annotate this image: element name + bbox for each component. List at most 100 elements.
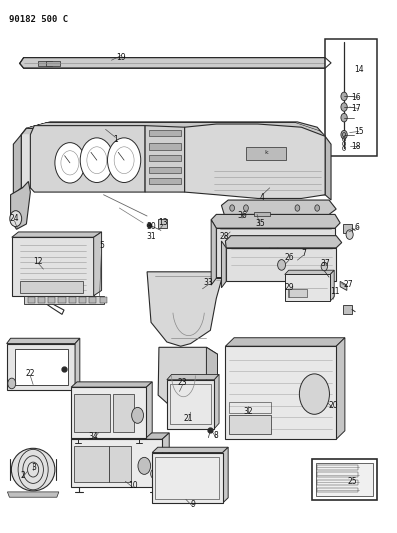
Circle shape: [230, 205, 235, 211]
Text: 2: 2: [20, 471, 25, 480]
Polygon shape: [223, 447, 228, 503]
Bar: [109, 446, 131, 482]
Polygon shape: [12, 237, 94, 296]
Bar: [246, 147, 285, 160]
Text: 1: 1: [113, 135, 118, 144]
Text: 15: 15: [354, 127, 364, 136]
Polygon shape: [152, 447, 228, 453]
Polygon shape: [8, 492, 59, 497]
Polygon shape: [21, 135, 325, 195]
Bar: [170, 384, 211, 424]
Polygon shape: [222, 241, 226, 288]
Bar: [285, 274, 330, 301]
Ellipse shape: [12, 448, 55, 491]
Text: 25: 25: [348, 478, 357, 486]
Circle shape: [108, 138, 141, 182]
Circle shape: [10, 211, 22, 227]
Text: 29: 29: [285, 282, 294, 292]
Text: 10: 10: [128, 481, 138, 490]
Polygon shape: [158, 348, 218, 405]
Bar: [38, 61, 52, 66]
Bar: [317, 488, 358, 492]
Bar: [225, 346, 336, 439]
Text: 16: 16: [351, 93, 361, 102]
Bar: [325, 39, 376, 156]
Polygon shape: [214, 374, 219, 429]
Circle shape: [295, 205, 300, 211]
Circle shape: [132, 407, 143, 423]
Polygon shape: [206, 348, 218, 405]
Polygon shape: [94, 232, 102, 296]
Bar: [71, 387, 146, 438]
Text: 11: 11: [330, 287, 340, 296]
Circle shape: [138, 457, 150, 474]
Polygon shape: [185, 124, 325, 198]
Polygon shape: [343, 224, 352, 233]
Text: 13: 13: [158, 219, 168, 228]
Text: 23: 23: [178, 378, 187, 387]
Bar: [58, 297, 66, 303]
Text: 18: 18: [351, 142, 361, 151]
Polygon shape: [226, 248, 336, 281]
Bar: [71, 439, 162, 487]
Circle shape: [299, 374, 330, 414]
Text: 8: 8: [214, 431, 219, 440]
Text: 9: 9: [190, 499, 195, 508]
Text: 17: 17: [351, 104, 361, 113]
Polygon shape: [211, 214, 340, 228]
Bar: [317, 465, 358, 470]
Circle shape: [55, 143, 85, 183]
Text: 7: 7: [301, 249, 306, 258]
Polygon shape: [21, 123, 325, 136]
Bar: [158, 219, 167, 228]
Circle shape: [244, 205, 249, 211]
Polygon shape: [336, 338, 345, 439]
Bar: [69, 297, 76, 303]
Text: 5: 5: [99, 241, 104, 250]
Text: 6: 6: [354, 223, 359, 232]
Bar: [149, 167, 181, 173]
Circle shape: [80, 138, 114, 182]
Circle shape: [8, 378, 16, 389]
Polygon shape: [30, 126, 145, 192]
Bar: [229, 402, 271, 413]
Text: 21: 21: [184, 414, 193, 423]
Bar: [155, 457, 220, 499]
Bar: [229, 415, 271, 434]
Polygon shape: [20, 58, 331, 68]
Polygon shape: [343, 305, 352, 314]
Text: 27: 27: [343, 280, 353, 289]
Polygon shape: [285, 270, 334, 274]
Text: 22: 22: [26, 369, 35, 378]
Text: 36: 36: [237, 212, 247, 221]
Text: 19: 19: [117, 53, 126, 62]
Circle shape: [341, 103, 347, 111]
Text: 31: 31: [146, 232, 156, 241]
Bar: [48, 297, 55, 303]
Bar: [317, 480, 358, 485]
Circle shape: [341, 92, 347, 101]
Polygon shape: [225, 236, 342, 248]
Bar: [74, 446, 109, 482]
Polygon shape: [162, 433, 169, 487]
Text: 3: 3: [32, 463, 37, 472]
Polygon shape: [12, 232, 102, 237]
Bar: [152, 453, 223, 503]
Circle shape: [321, 262, 328, 271]
Polygon shape: [13, 135, 21, 195]
Polygon shape: [75, 338, 80, 390]
Circle shape: [346, 230, 353, 239]
Polygon shape: [7, 338, 80, 344]
Text: 33: 33: [204, 278, 213, 287]
Circle shape: [315, 205, 320, 211]
Bar: [149, 143, 181, 150]
Bar: [89, 297, 96, 303]
Text: 35: 35: [255, 219, 265, 228]
Polygon shape: [15, 349, 68, 384]
Polygon shape: [71, 382, 152, 387]
Text: 37: 37: [320, 260, 330, 268]
Circle shape: [341, 114, 347, 122]
Bar: [312, 459, 376, 500]
Polygon shape: [325, 136, 331, 200]
Text: 32: 32: [243, 407, 253, 416]
